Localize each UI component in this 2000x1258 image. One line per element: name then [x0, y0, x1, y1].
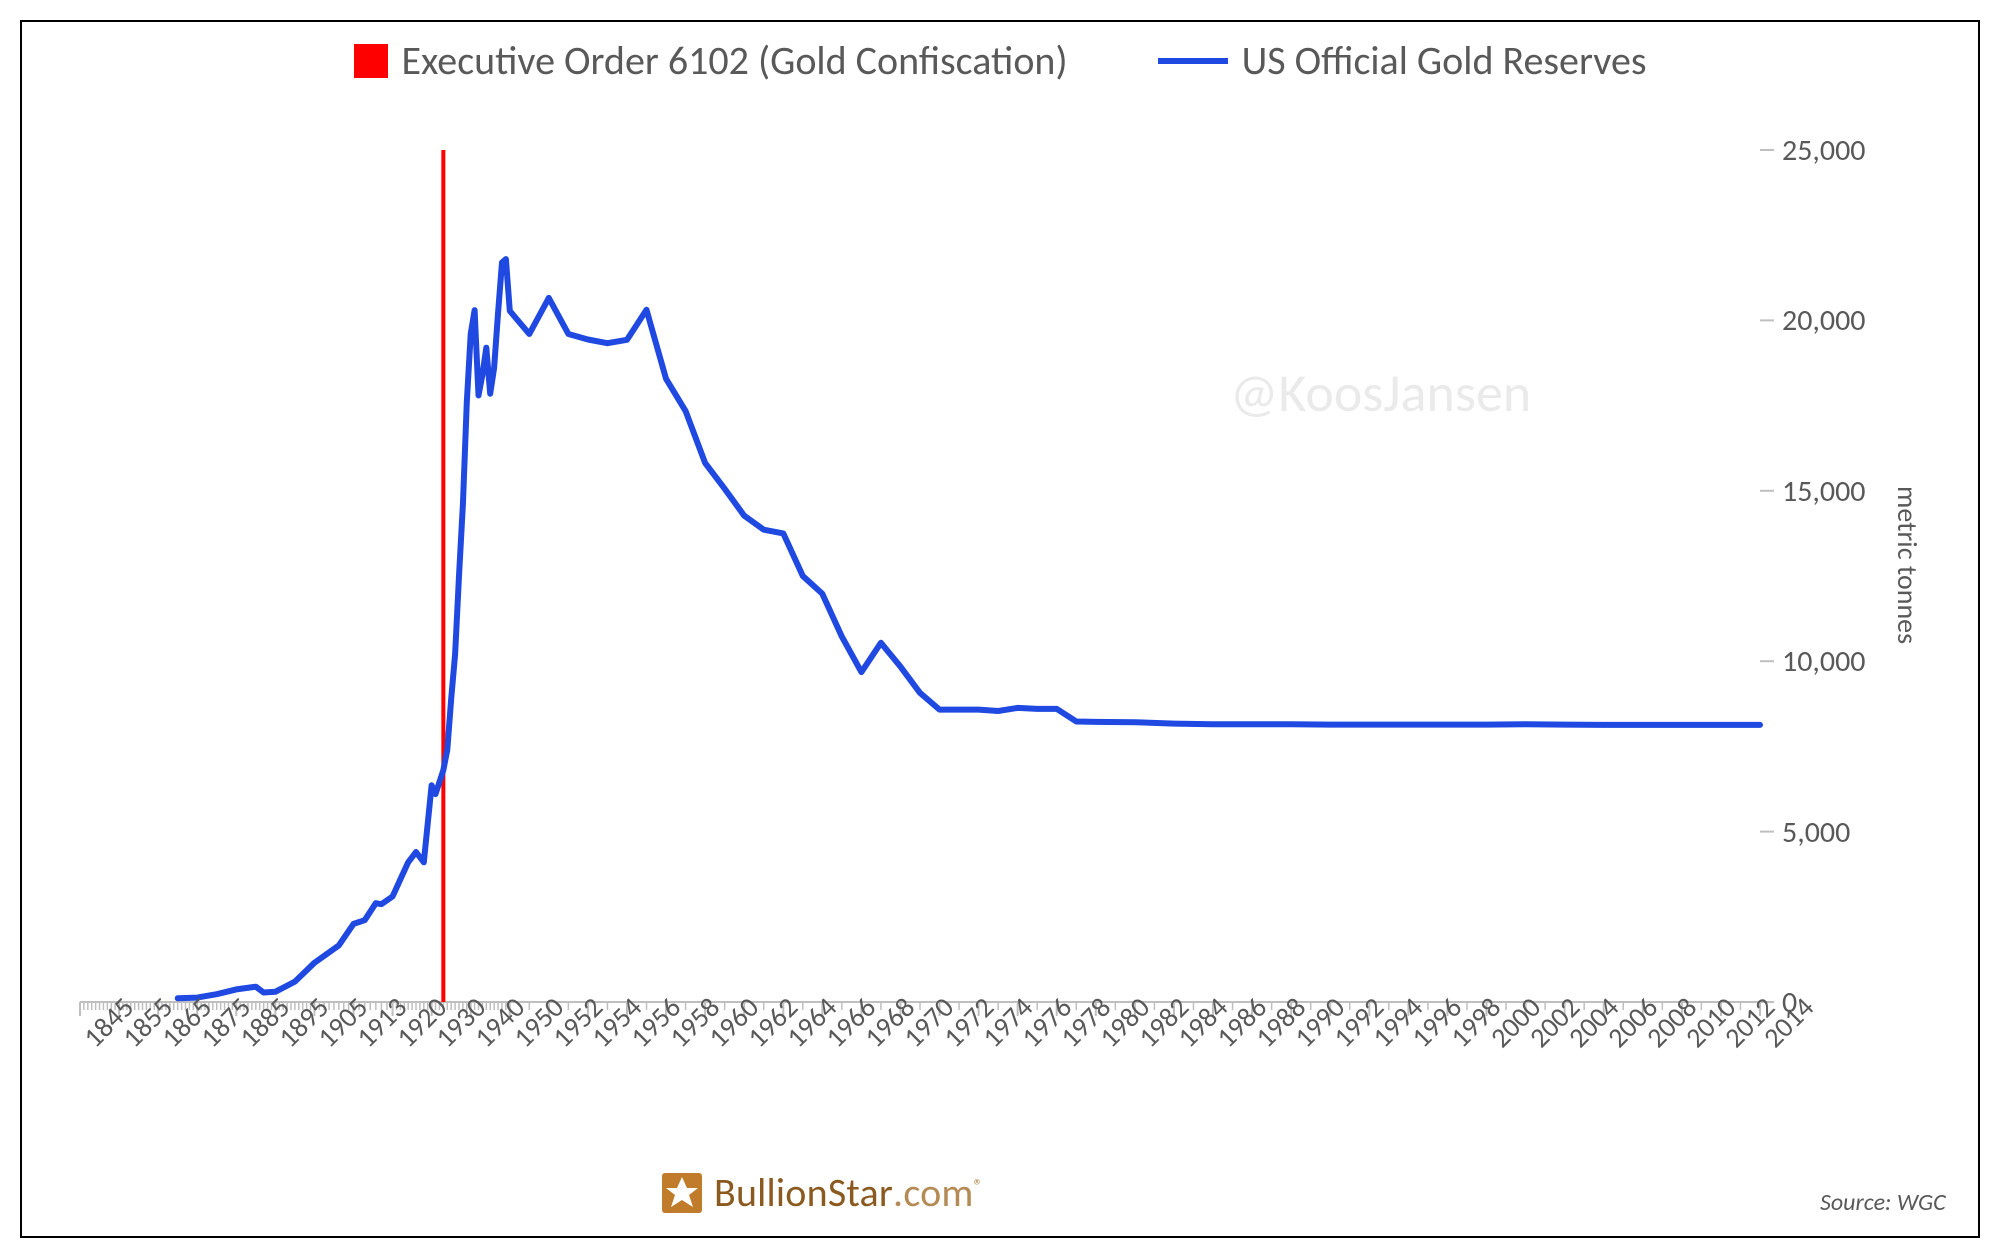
y-tick-label: 15,000 [1782, 473, 1866, 510]
y-tick-label: 5,000 [1782, 814, 1850, 851]
brand-icon [660, 1171, 704, 1215]
brand-text: BullionStar.com® [714, 1168, 983, 1217]
source-text: Source: WGC [1820, 1188, 1946, 1217]
y-tick-label: 25,000 [1782, 132, 1866, 169]
chart-plot [0, 0, 2000, 1258]
y-axis-title: metric tonnes [1890, 486, 1925, 644]
y-tick-label: 0 [1782, 984, 1797, 1021]
y-tick-label: 20,000 [1782, 302, 1866, 339]
brand-logo: BullionStar.com® [660, 1168, 983, 1217]
reserves-line [178, 259, 1760, 998]
y-tick-label: 10,000 [1782, 643, 1866, 680]
